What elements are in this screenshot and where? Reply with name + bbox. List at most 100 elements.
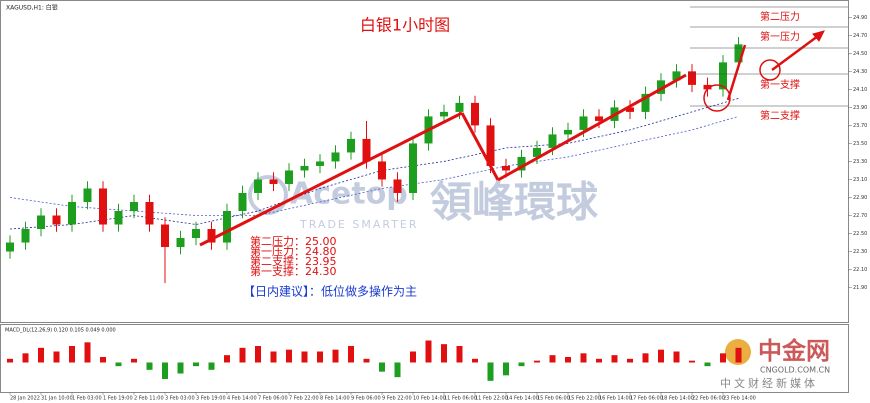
candle-body — [548, 134, 557, 148]
watermark-logo — [248, 175, 288, 215]
x-tick-label: 1 Feb 03:00 — [72, 396, 102, 402]
x-tick-label: 16 Feb 14:00 — [599, 396, 632, 402]
highlight-circle — [759, 59, 781, 81]
advice: 【日内建议】：低位做多操作为主 — [243, 284, 417, 299]
level-text: 第一支撑：24.30 — [250, 264, 337, 278]
macd-bar — [7, 358, 13, 363]
macd-bar — [658, 349, 664, 363]
x-tick-label: 23 Feb 14:00 — [723, 396, 756, 402]
candle-body — [223, 210, 231, 243]
macd-bar — [162, 362, 168, 379]
y-tick-label: 23.50 — [853, 141, 867, 147]
y-tick-label: 24.50 — [853, 51, 867, 57]
candle-body — [502, 165, 510, 171]
x-tick-label: 7 Feb 06:00 — [258, 396, 288, 402]
x-tick-label: 9 Feb 22:00 — [382, 396, 412, 402]
x-tick-label: 8 Feb 14:00 — [320, 396, 350, 402]
macd-bar — [518, 362, 525, 367]
logo-text: 中文财经新媒体 — [720, 376, 818, 390]
chart-title: 白银1小时图 — [360, 16, 450, 35]
macd-bar — [84, 342, 91, 363]
candle-body — [564, 129, 572, 135]
price-panel — [0, 0, 849, 323]
watermark-text: 領峰環球 — [430, 178, 599, 227]
candle-body — [641, 93, 650, 112]
macd-bar — [22, 353, 29, 363]
level-tag: 第一压力 — [760, 30, 800, 43]
macd-bar — [704, 362, 711, 367]
y-tick-label: 23.10 — [853, 177, 867, 183]
x-tick-label: 14 Feb 14:00 — [506, 396, 539, 402]
macd-bar — [270, 351, 277, 363]
macd-bar — [131, 358, 137, 363]
macd-bar — [689, 360, 695, 363]
candle-body — [176, 238, 185, 248]
macd-bar — [596, 358, 602, 363]
macd-bar — [193, 362, 199, 367]
macd-bar — [332, 349, 339, 363]
candle-body — [145, 201, 154, 225]
macd-bar — [100, 357, 106, 363]
y-tick-label: 21.90 — [853, 285, 867, 291]
candle-body — [316, 161, 324, 166]
level-text: 第二压力：25.00 — [250, 234, 337, 248]
candle-body — [657, 80, 665, 94]
annotations — [199, 6, 848, 247]
x-tick-label: 11 Feb 22:00 — [475, 396, 508, 402]
macd-bar — [286, 349, 292, 363]
macd-bar — [534, 360, 540, 363]
candle-body — [207, 229, 216, 243]
candle-body — [130, 201, 138, 211]
x-tick-label: 15 Feb 22:00 — [568, 396, 601, 402]
candle-body — [440, 111, 448, 117]
y-tick-label: 22.30 — [853, 249, 867, 255]
candle-body — [269, 179, 278, 184]
highlight-circle — [703, 84, 731, 112]
candle-body — [6, 242, 14, 252]
level-text: 第二支撑：23.95 — [250, 254, 337, 268]
macd-bar — [208, 362, 215, 370]
macd-title: MACD_DL(12,26,9) 0.120 0.105 0.049 0.000 — [5, 328, 116, 334]
candle-body — [254, 179, 262, 193]
macd-bar — [425, 340, 432, 363]
candle-body — [455, 102, 464, 112]
trend-line — [199, 111, 463, 247]
macd-bar — [735, 347, 742, 363]
candle-body — [734, 44, 743, 63]
logo: 中金网 CNGOLD.COM.CN 中文财经新媒体 — [720, 337, 830, 390]
x-tick-label: 11 Feb 06:00 — [444, 396, 477, 402]
candle-body — [409, 143, 417, 193]
level-tag: 第二支撑 — [760, 109, 800, 122]
y-tick-label: 22.50 — [853, 231, 867, 237]
macd-bar — [239, 347, 246, 363]
candle-body — [517, 156, 526, 171]
candle-body — [347, 138, 355, 153]
x-tick-label: 3 Feb 19:00 — [196, 396, 226, 402]
candle-body — [68, 201, 76, 225]
macd-bar — [441, 344, 447, 363]
candle-body — [719, 62, 727, 90]
trend-line — [460, 112, 500, 181]
candle-body — [703, 84, 712, 90]
macd-bar — [115, 362, 122, 367]
x-tick-label: 22 Feb 06:00 — [692, 396, 725, 402]
candle-body — [192, 229, 200, 239]
macd-bar — [38, 347, 44, 363]
macd-bar — [503, 362, 509, 376]
candle-body — [533, 147, 541, 157]
candle-body — [579, 116, 588, 130]
macd-bar — [53, 351, 60, 363]
macd-bar — [720, 353, 726, 363]
logo-text: CNGOLD.COM.CN — [760, 366, 830, 375]
x-tick-label: 7 Feb 22:00 — [289, 396, 319, 402]
candle-body — [114, 210, 123, 225]
candle-body — [362, 138, 371, 162]
trend-arrow — [771, 31, 823, 72]
candle-body — [37, 215, 45, 230]
header: XAGUSD,H1: 白银 — [6, 4, 58, 12]
x-tick-label: 28 Jan 2022 — [10, 396, 40, 402]
candle-body — [238, 192, 247, 211]
macd-bar — [394, 362, 401, 378]
x-tick-label: 31 Jan 10:00 — [41, 396, 73, 402]
y-tick-label: 23.30 — [853, 159, 867, 165]
